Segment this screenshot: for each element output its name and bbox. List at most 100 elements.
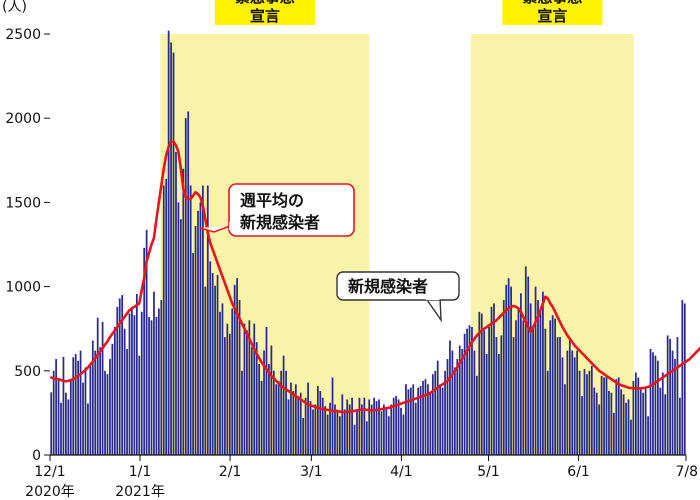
bar-day-163 [449,340,451,455]
bar-day-40 [148,316,150,455]
bar-day-138 [387,416,390,455]
bar-day-136 [383,404,385,455]
bar-day-51 [175,151,177,455]
bar-day-128 [363,397,366,455]
bar-day-43 [155,316,158,455]
bar-day-220 [588,370,591,455]
bar-day-126 [358,397,361,455]
bar-day-103 [302,417,305,455]
bar-day-9 [72,357,75,455]
x-tick-label-2: 2/1 [219,464,242,480]
bar-day-183 [497,353,500,455]
bar-day-253 [669,338,671,455]
bar-day-232 [617,377,620,455]
bar-day-42 [153,291,155,455]
bar-day-159 [439,384,442,455]
bar-day-218 [583,369,586,455]
bar-day-229 [610,392,613,455]
bar-day-154 [427,384,429,455]
bar-day-234 [622,394,625,455]
bar-day-150 [417,387,420,455]
bar-day-21 [101,321,104,455]
emergency-label-box-2 [502,0,603,25]
x-tick-label-4: 4/1 [390,464,413,480]
bar-day-192 [520,293,522,455]
bar-day-182 [495,337,498,455]
bar-day-254 [671,350,674,455]
bar-day-102 [299,392,302,455]
callout-daily-pointer [424,296,442,323]
bar-day-68 [216,274,219,455]
bar-day-30 [123,328,126,455]
bar-day-236 [627,399,630,455]
bar-day-222 [593,387,596,455]
bar-day-1 [52,370,55,455]
bar-day-60 [197,210,199,455]
bar-day-251 [664,394,667,455]
bar-day-226 [603,377,605,455]
bar-day-108 [314,404,317,455]
bar-day-237 [630,419,632,455]
bar-day-48 [167,30,170,456]
bar-day-246 [652,352,654,455]
bar-day-105 [307,382,309,455]
bar-day-45 [160,300,163,455]
y-tick-label-0: 0 [32,448,41,464]
x-tick-label-6: 6/1 [567,464,590,480]
bar-day-55 [184,118,187,455]
bar-day-129 [365,421,368,455]
bar-day-28 [118,298,121,455]
bar-day-131 [370,404,373,455]
bar-day-63 [204,286,207,455]
bar-day-199 [537,300,539,455]
bar-day-200 [539,311,542,455]
bar-day-244 [647,416,649,455]
bar-day-17 [91,340,94,455]
bar-day-209 [561,357,564,455]
bar-day-233 [620,389,623,455]
bar-day-54 [182,168,185,455]
x-tick-sublabel-0: 2020年 [25,484,75,500]
bar-day-132 [373,397,375,455]
bar-day-5 [62,356,65,455]
bar-day-82 [250,347,253,455]
bar-day-62 [202,185,204,455]
bar-day-77 [238,300,241,455]
bar-day-124 [353,424,356,455]
bar-day-194 [524,266,527,455]
bar-day-104 [304,397,307,455]
bar-day-33 [131,306,133,455]
bar-day-91 [272,370,275,455]
bar-day-66 [211,273,214,455]
y-axis-ticks: 0 500 1000 1500 2000 2500 [5,27,50,464]
bar-day-121 [346,399,349,455]
bar-day-139 [390,404,393,455]
bar-day-18 [94,350,97,455]
bar-day-152 [422,380,424,455]
bar-day-49 [170,42,172,456]
bar-day-204 [549,320,552,455]
bar-day-6 [65,392,67,455]
bar-day-101 [297,396,300,455]
bar-day-225 [600,375,603,455]
bar-day-216 [578,370,581,455]
bar-day-160 [441,387,444,455]
x-tick-label-7: 7/8 [675,464,698,480]
bar-day-109 [316,385,319,455]
bar-day-111 [321,397,324,455]
bar-day-231 [615,379,618,455]
bar-day-175 [478,311,481,455]
bar-day-239 [634,372,637,455]
bar-day-34 [133,315,136,455]
bar-day-120 [343,409,346,455]
bar-day-174 [475,375,478,455]
bar-day-148 [412,384,415,455]
bar-day-73 [228,333,231,455]
bar-day-71 [224,337,226,455]
x-tick-label-5: 5/1 [477,464,500,480]
bar-day-247 [654,355,657,455]
bar-day-186 [505,284,508,455]
bar-day-242 [642,392,645,455]
bar-day-114 [329,402,331,455]
